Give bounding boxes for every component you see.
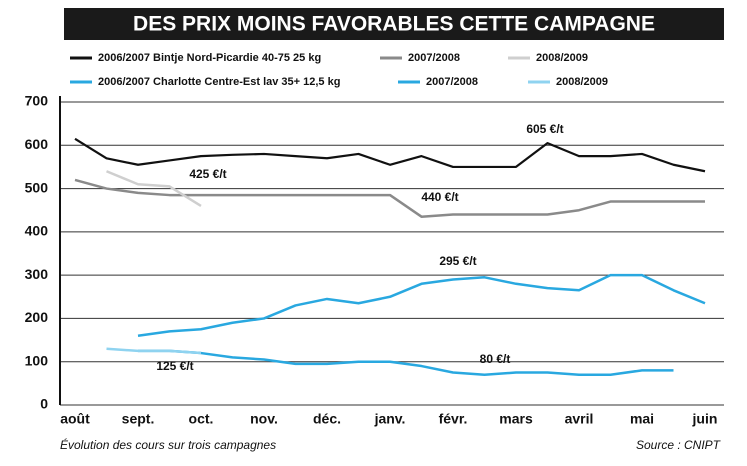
- legend-label: 2007/2008: [426, 76, 478, 88]
- legend-label: 2006/2007 Bintje Nord-Picardie 40-75 25 …: [98, 52, 321, 64]
- y-tick-label: 0: [40, 396, 48, 412]
- y-tick-label: 500: [25, 179, 49, 195]
- series-line: [74, 178, 705, 218]
- legend-label: 2008/2009: [536, 52, 588, 64]
- legend-label: 2006/2007 Charlotte Centre-Est lav 35+ 1…: [98, 76, 340, 88]
- annotation: 605 €/t: [526, 122, 563, 136]
- annotation: 440 €/t: [421, 190, 458, 204]
- legend-label: 2008/2009: [556, 76, 608, 88]
- annotation: 295 €/t: [439, 254, 476, 268]
- chart-title: DES PRIX MOINS FAVORABLES CETTE CAMPAGNE: [133, 13, 655, 36]
- series-line: [106, 170, 202, 207]
- series-line: [74, 137, 706, 173]
- legend-label: 2007/2008: [408, 52, 460, 64]
- source: Source : CNIPT: [636, 438, 722, 452]
- x-tick-label: sept.: [122, 411, 155, 427]
- title-bar: [64, 8, 724, 40]
- y-tick-label: 600: [25, 136, 49, 152]
- x-tick-label: févr.: [439, 411, 468, 427]
- x-tick-label: janv.: [374, 411, 406, 427]
- x-tick-label: mai: [630, 411, 654, 427]
- x-tick-label: juin: [692, 411, 718, 427]
- x-tick-label: avril: [565, 411, 594, 427]
- x-tick-label: août: [60, 411, 90, 427]
- y-tick-label: 200: [25, 309, 49, 325]
- x-tick-label: déc.: [313, 411, 341, 427]
- x-tick-label: oct.: [189, 411, 214, 427]
- series-line: [137, 273, 706, 337]
- y-tick-label: 100: [25, 352, 49, 368]
- annotation: 425 €/t: [189, 167, 226, 181]
- x-tick-label: nov.: [250, 411, 278, 427]
- series-line: [138, 349, 674, 376]
- series-line: [106, 347, 202, 355]
- y-tick-label: 700: [25, 93, 49, 109]
- y-tick-label: 300: [25, 266, 49, 282]
- note: Évolution des cours sur trois campagnes: [60, 437, 276, 452]
- annotation: 125 €/t: [156, 359, 193, 373]
- x-tick-label: mars: [499, 411, 533, 427]
- y-tick-label: 400: [25, 223, 49, 239]
- annotation: 80 €/t: [480, 352, 511, 366]
